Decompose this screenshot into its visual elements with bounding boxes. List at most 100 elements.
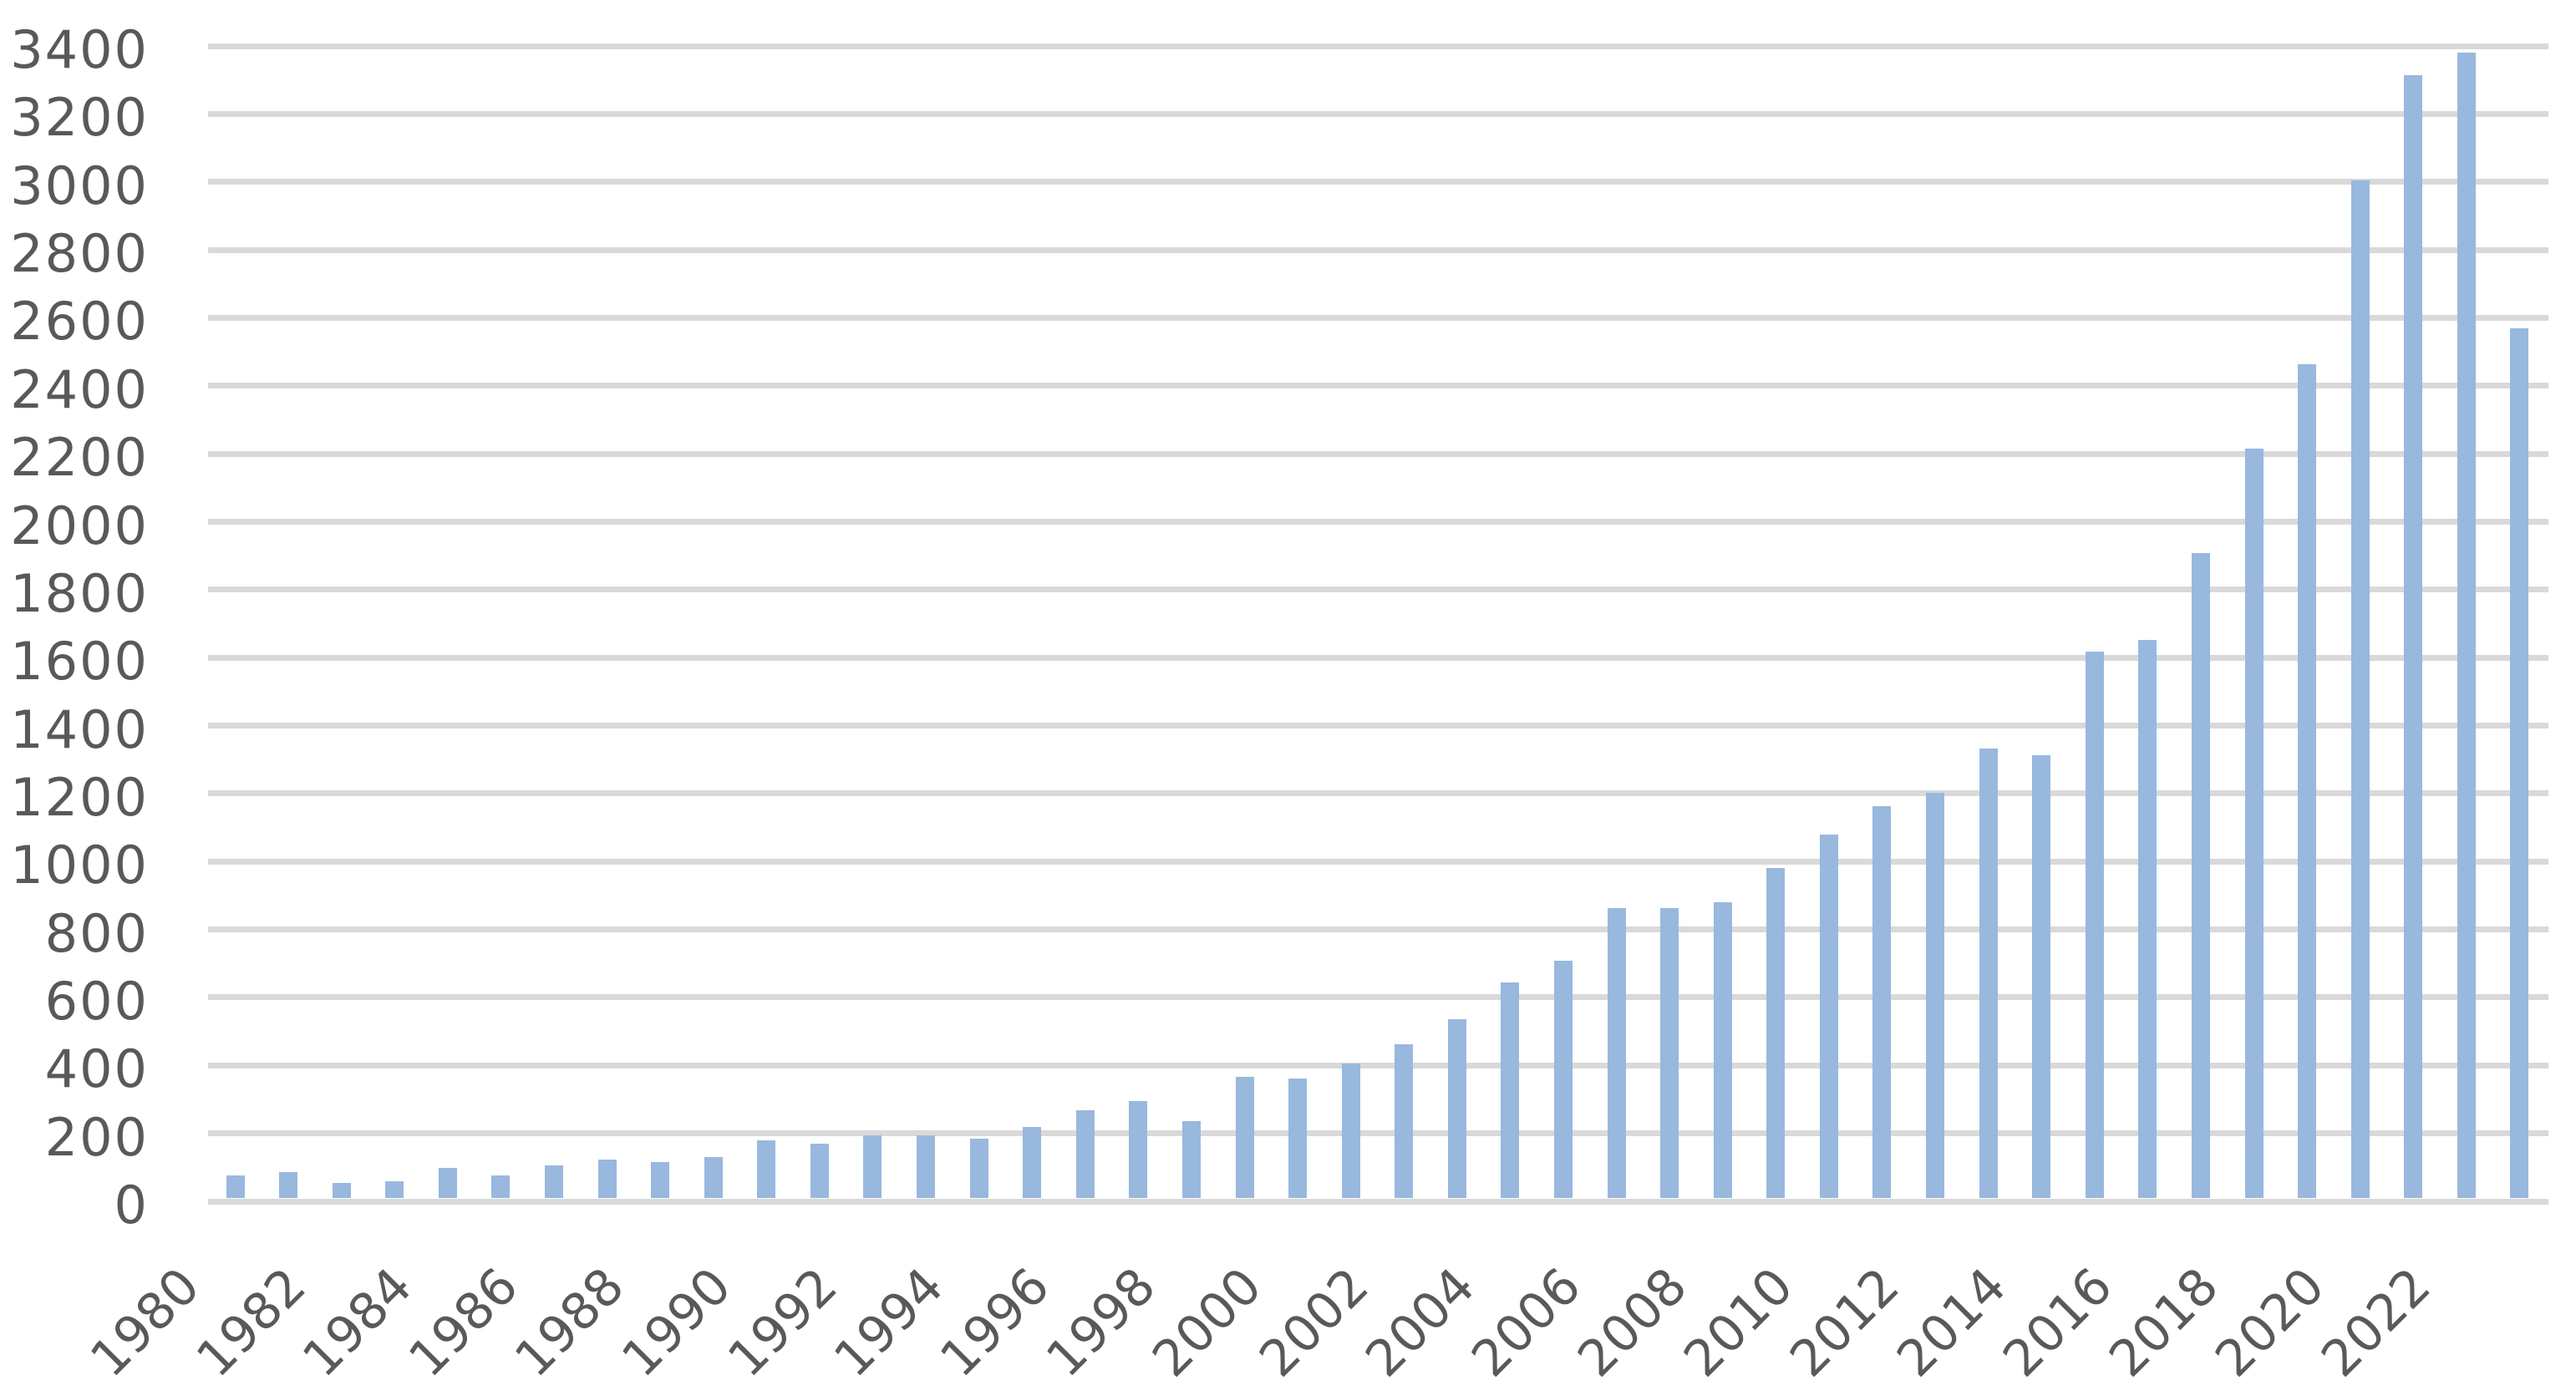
- gridline-y-1800: [208, 586, 2548, 593]
- gridline-y-2400: [208, 383, 2548, 389]
- x-tick-label: 2014: [1885, 1256, 2018, 1388]
- bar-2001: [1341, 1063, 1360, 1198]
- y-tick-label: 1400: [10, 698, 149, 760]
- x-tick-label: 2008: [1567, 1256, 1699, 1388]
- x-tick-label: 2020: [2204, 1256, 2336, 1388]
- bar-1997: [1129, 1100, 1148, 1198]
- bar-2018: [2244, 449, 2264, 1198]
- bar-1996: [1075, 1109, 1095, 1198]
- y-tick-label: 2600: [10, 291, 149, 353]
- bar-1982: [332, 1183, 351, 1198]
- x-tick-label: 2006: [1461, 1256, 1593, 1388]
- x-tick-label: 1982: [185, 1256, 318, 1388]
- y-tick-label: 0: [114, 1175, 149, 1236]
- gridline-y-1200: [208, 790, 2548, 797]
- gridline-y-600: [208, 994, 2548, 1001]
- x-tick-label: 1984: [292, 1256, 424, 1388]
- bar-2009: [1766, 867, 1786, 1198]
- y-tick-label: 1000: [10, 835, 149, 896]
- bar-1988: [651, 1161, 670, 1198]
- bar-2023: [2510, 327, 2529, 1198]
- y-tick-label: 1800: [10, 562, 149, 624]
- bar-1980: [226, 1175, 245, 1198]
- bar-1989: [704, 1157, 723, 1198]
- bar-1986: [544, 1165, 563, 1198]
- bar-1984: [438, 1167, 457, 1198]
- y-tick-label: 1600: [10, 631, 149, 693]
- x-tick-label: 1988: [504, 1256, 637, 1388]
- y-tick-label: 3000: [10, 155, 149, 216]
- x-tick-label: 2010: [1673, 1256, 1805, 1388]
- x-tick-label: 1996: [929, 1256, 1061, 1388]
- bar-1981: [279, 1171, 298, 1198]
- gridline-y-0: [208, 1198, 2548, 1205]
- x-tick-label: 2022: [2310, 1256, 2442, 1388]
- y-tick-label: 600: [44, 970, 149, 1032]
- gridline-y-3000: [208, 179, 2548, 185]
- bar-1999: [1235, 1076, 1254, 1198]
- bar-1994: [969, 1138, 988, 1198]
- y-tick-label: 3200: [10, 87, 149, 149]
- x-tick-label: 2016: [1991, 1256, 2124, 1388]
- gridline-y-400: [208, 1062, 2548, 1069]
- bar-2000: [1288, 1079, 1308, 1198]
- gridline-y-2000: [208, 519, 2548, 525]
- bar-2022: [2457, 53, 2476, 1198]
- bar-2013: [1979, 749, 1998, 1198]
- gridline-y-200: [208, 1130, 2548, 1137]
- x-tick-label: 2002: [1247, 1256, 1380, 1388]
- gridline-y-2600: [208, 314, 2548, 321]
- bar-2002: [1395, 1044, 1414, 1198]
- y-tick-label: 200: [44, 1106, 149, 1168]
- x-tick-label: 1990: [610, 1256, 743, 1388]
- y-tick-label: 800: [44, 902, 149, 964]
- bar-2019: [2298, 363, 2317, 1198]
- bar-2012: [1926, 793, 1945, 1198]
- y-tick-label: 1200: [10, 766, 149, 828]
- bar-2017: [2191, 553, 2210, 1198]
- bar-2011: [1872, 806, 1892, 1198]
- x-tick-label: 1986: [398, 1256, 530, 1388]
- gridline-y-2200: [208, 450, 2548, 457]
- bar-2004: [1501, 982, 1520, 1198]
- gridline-y-800: [208, 926, 2548, 933]
- x-tick-label: 2004: [1354, 1256, 1486, 1388]
- gridline-y-1000: [208, 858, 2548, 865]
- y-tick-label: 400: [44, 1038, 149, 1100]
- x-tick-label: 2018: [2098, 1256, 2230, 1388]
- bar-1991: [810, 1143, 829, 1198]
- x-tick-label: 2012: [1779, 1256, 1912, 1388]
- bar-1990: [757, 1140, 776, 1198]
- bar-2015: [2085, 651, 2104, 1198]
- bar-1987: [597, 1159, 617, 1198]
- bar-2014: [2032, 755, 2051, 1198]
- gridline-y-3400: [208, 43, 2548, 49]
- bar-2021: [2404, 75, 2423, 1198]
- bar-1985: [491, 1175, 511, 1198]
- x-tick-label: 2000: [1141, 1256, 1274, 1388]
- gridline-y-1400: [208, 723, 2548, 729]
- bar-1992: [863, 1135, 882, 1198]
- bar-1995: [1023, 1127, 1042, 1198]
- gridline-y-2800: [208, 246, 2548, 253]
- x-tick-label: 1998: [1035, 1256, 1167, 1388]
- y-tick-label: 2400: [10, 358, 149, 420]
- bar-1993: [917, 1135, 936, 1198]
- y-tick-label: 2800: [10, 223, 149, 285]
- bar-2020: [2350, 180, 2370, 1198]
- x-tick-label: 1994: [823, 1256, 955, 1388]
- bar-1998: [1181, 1121, 1201, 1198]
- bar-2007: [1660, 908, 1679, 1198]
- gridline-y-1600: [208, 654, 2548, 661]
- bar-2005: [1554, 961, 1573, 1198]
- x-tick-label: 1980: [79, 1256, 211, 1388]
- y-tick-label: 2200: [10, 427, 149, 489]
- bar-2008: [1713, 902, 1732, 1198]
- bar-2010: [1819, 834, 1838, 1198]
- bar-2003: [1447, 1018, 1466, 1198]
- bar-1983: [385, 1180, 404, 1198]
- bar-2006: [1607, 908, 1626, 1198]
- y-tick-label: 2000: [10, 495, 149, 556]
- gridline-y-3200: [208, 110, 2548, 117]
